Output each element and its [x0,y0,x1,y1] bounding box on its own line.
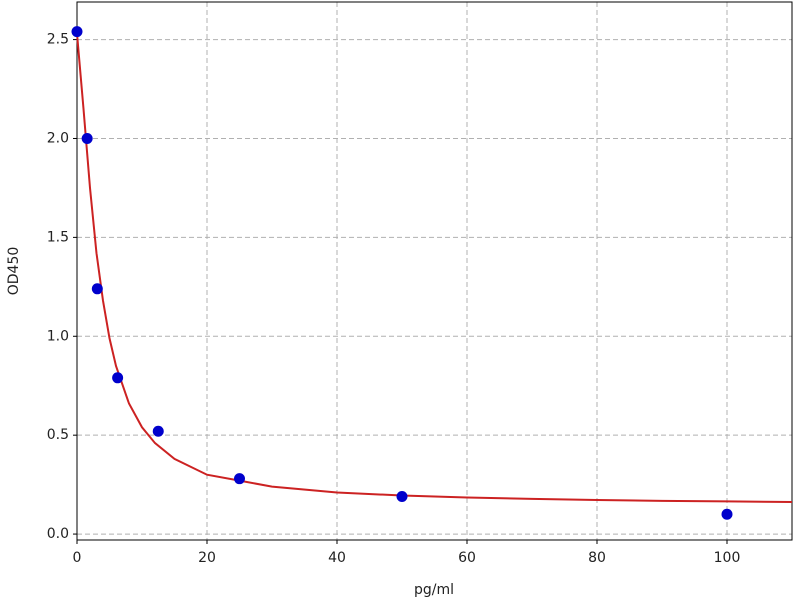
data-point [81,132,93,144]
y-tick-label: 1.5 [47,229,69,245]
x-tick-label: 80 [588,550,606,566]
y-tick-label: 0.5 [47,427,69,443]
y-tick-label: 2.5 [47,32,69,48]
y-tick-label: 0.0 [47,526,69,542]
x-tick-label: 100 [714,550,741,566]
y-tick-label: 1.0 [47,328,69,344]
data-point [234,473,245,485]
data-point [71,26,83,38]
plot-frame [76,1,793,541]
x-tick-label: 60 [458,550,476,566]
x-tick-label: 0 [73,550,82,566]
data-point [91,283,103,295]
data-point [721,508,733,520]
data-point [112,372,124,384]
y-tick-label: 2.0 [47,130,69,146]
data-point [396,490,408,502]
x-axis-label: pg/ml [414,582,454,598]
data-point [152,425,164,437]
x-tick-label: 40 [328,550,346,566]
y-axis-label: OD450 [6,247,22,296]
fit-curve [76,33,793,504]
x-tick-label: 20 [198,550,216,566]
